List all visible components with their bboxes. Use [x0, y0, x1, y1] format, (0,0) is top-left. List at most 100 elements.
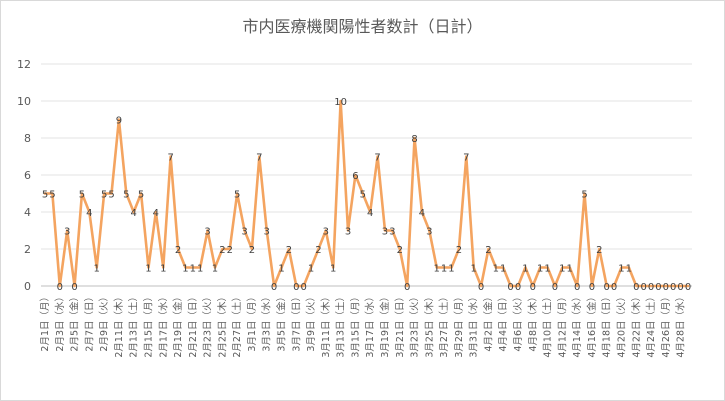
data-label: 5: [234, 190, 240, 201]
data-label: 0: [633, 282, 639, 293]
data-label: 4: [419, 208, 425, 219]
data-label: 3: [345, 227, 351, 238]
x-tick-label: 3月1日（月）: [246, 292, 258, 352]
chart-title: 市内医療機関陽性者数計（日計）: [242, 17, 483, 36]
y-tick-label: 12: [17, 58, 31, 71]
x-tick-label: 2月21日（日）: [187, 292, 199, 358]
data-label: 5: [360, 190, 366, 201]
data-label: 1: [197, 264, 203, 275]
data-label: 0: [293, 282, 299, 293]
data-label: 1: [544, 264, 550, 275]
x-tick-label: 3月25日（木）: [423, 292, 435, 358]
data-label: 0: [530, 282, 536, 293]
data-label: 1: [559, 264, 565, 275]
data-label: 0: [71, 282, 77, 293]
x-tick-label: 4月12日（月）: [556, 292, 568, 358]
data-label: 2: [219, 245, 225, 256]
y-tick-label: 10: [17, 95, 31, 108]
data-label: 1: [308, 264, 314, 275]
y-tick-label: 2: [24, 243, 31, 256]
data-label: 3: [426, 227, 432, 238]
data-label: 0: [604, 282, 610, 293]
y-tick-label: 0: [24, 280, 31, 293]
data-label: 1: [145, 264, 151, 275]
data-label: 2: [315, 245, 321, 256]
data-label: 6: [352, 171, 358, 182]
data-label: 1: [434, 264, 440, 275]
data-label: 7: [167, 153, 173, 164]
x-tick-label: 4月4日（日）: [497, 292, 509, 352]
data-label: 5: [138, 190, 144, 201]
x-tick-label: 3月19日（金）: [379, 292, 391, 358]
x-tick-label: 2月25日（木）: [216, 292, 228, 358]
data-label: 2: [249, 245, 255, 256]
data-label: 1: [330, 264, 336, 275]
data-label: 10: [334, 97, 347, 108]
data-label: 2: [397, 245, 403, 256]
data-label: 2: [456, 245, 462, 256]
data-label: 1: [182, 264, 188, 275]
data-label: 3: [382, 227, 388, 238]
x-tick-label: 3月3日（水）: [261, 292, 273, 352]
data-label: 3: [204, 227, 210, 238]
series-line: [43, 99, 690, 288]
data-label: 5: [108, 190, 114, 201]
data-label: 3: [389, 227, 395, 238]
data-label: 0: [574, 282, 580, 293]
data-label: 3: [64, 227, 70, 238]
data-label: 7: [463, 153, 469, 164]
data-label: 7: [256, 153, 262, 164]
data-label: 0: [300, 282, 306, 293]
x-tick-label: 3月15日（月）: [349, 292, 361, 358]
x-tick-label: 3月7日（日）: [290, 292, 302, 352]
data-label: 0: [515, 282, 521, 293]
data-label: 0: [404, 282, 410, 293]
data-label: 1: [567, 264, 573, 275]
data-label: 1: [626, 264, 632, 275]
x-tick-label: 3月23日（火）: [409, 292, 421, 358]
data-label: 1: [522, 264, 528, 275]
data-label: 4: [86, 208, 92, 219]
x-tick-label: 2月15日（月）: [142, 292, 154, 358]
x-tick-label: 2月7日（日）: [83, 292, 95, 352]
data-label: 1: [160, 264, 166, 275]
x-tick-label: 2月27日（土）: [231, 292, 243, 358]
data-label: 0: [271, 282, 277, 293]
data-label: 0: [589, 282, 595, 293]
data-label: 7: [374, 153, 380, 164]
data-label: 4: [131, 208, 137, 219]
data-label: 1: [448, 264, 454, 275]
data-label: 0: [640, 282, 646, 293]
data-label: 0: [611, 282, 617, 293]
data-label: 8: [411, 134, 417, 145]
data-label: 1: [278, 264, 284, 275]
x-tick-label: 2月3日（水）: [54, 292, 66, 352]
x-tick-label: 3月17日（水）: [364, 292, 376, 358]
y-tick-label: 8: [24, 132, 31, 145]
x-tick-label: 3月11日（木）: [320, 292, 332, 358]
data-label: 1: [493, 264, 499, 275]
data-label: 3: [264, 227, 270, 238]
x-tick-label: 2月17日（水）: [157, 292, 169, 358]
x-tick-label: 3月13日（土）: [335, 292, 347, 358]
x-tick-label: 4月20日（火）: [615, 292, 627, 358]
x-tick-label: 3月5日（金）: [276, 292, 288, 352]
data-label: 0: [677, 282, 683, 293]
data-label: 5: [49, 190, 55, 201]
y-tick-label: 4: [24, 206, 31, 219]
x-tick-label: 4月6日（火）: [512, 292, 524, 352]
x-tick-label: 2月9日（火）: [98, 292, 110, 352]
x-tick-label: 4月2日（金）: [482, 292, 494, 352]
x-tick-label: 2月13日（土）: [128, 292, 140, 358]
data-label: 3: [241, 227, 247, 238]
data-label: 3: [323, 227, 329, 238]
x-tick-label: 4月10日（土）: [542, 292, 554, 358]
x-tick-label: 2月1日（月）: [39, 292, 51, 352]
data-label: 1: [618, 264, 624, 275]
data-label: 1: [500, 264, 506, 275]
data-label: 0: [655, 282, 661, 293]
x-tick-label: 4月26日（月）: [660, 292, 672, 358]
data-label: 4: [153, 208, 159, 219]
data-label: 5: [79, 190, 85, 201]
